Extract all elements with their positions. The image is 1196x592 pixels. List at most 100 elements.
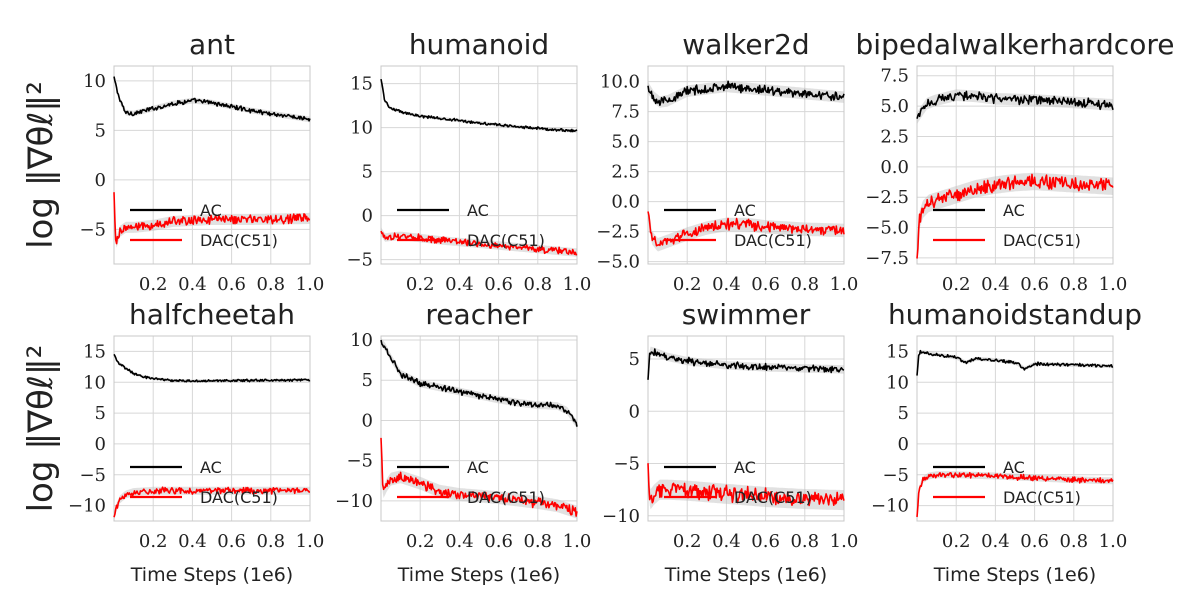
x-axis-label: Time Steps (1e6) xyxy=(130,564,293,586)
panel-walker2d: walker2d 0.2 0.4 0.6 0.8 1.0 −5.0 −2.5 0.0 2.5 5.0… xyxy=(596,28,858,295)
panel-humanoidstandup: humanoidstandup 0.2 0.4 0.6 0.8 1.0 −10 −5 0 5 10 1… xyxy=(871,298,1142,586)
y-tick-label: −5 xyxy=(346,250,373,271)
x-tick-label: 1.0 xyxy=(830,274,859,295)
y-tick-label: −10 xyxy=(335,491,373,512)
x-tick-label: 0.6 xyxy=(1020,274,1049,295)
x-tick-label: 0.8 xyxy=(523,531,552,552)
x-tick-label: 0.2 xyxy=(139,531,168,552)
y-tick-label: 10 xyxy=(350,118,373,139)
y-axis-label: log ‖∇θℓ‖² xyxy=(21,345,61,513)
series-band-AC xyxy=(381,77,577,133)
panel-halfcheetah: halfcheetah 0.2 0.4 0.6 0.8 1.0 −10 −5 0 5 10 15 Tim… xyxy=(21,298,324,586)
legend-label: DAC(C51) xyxy=(467,231,545,250)
x-tick-label: 1.0 xyxy=(296,531,325,552)
series-band-DAC(C51) xyxy=(381,434,577,519)
plot-frame xyxy=(916,335,1114,522)
y-tick-label: 0 xyxy=(898,434,909,455)
x-tick-label: 0.8 xyxy=(256,531,285,552)
x-tick-label: 1.0 xyxy=(1099,531,1128,552)
panel-ant: ant 0.2 0.4 0.6 0.8 1.0 −5 0 5 10 log ‖∇θℓ‖² AC DAC(… xyxy=(21,28,324,295)
y-tick-label: 5.0 xyxy=(611,132,640,153)
plot-frame xyxy=(916,65,1114,265)
x-tick-label: 0.2 xyxy=(942,531,971,552)
x-tick-label: 0.8 xyxy=(1059,531,1088,552)
panel-bipedalwalkerhardcore: bipedalwalkerhardcore 0.2 0.4 0.6 0.8 1.0 −7.5… xyxy=(856,28,1175,295)
y-tick-label: 0.0 xyxy=(880,157,909,178)
y-tick-label: −5 xyxy=(79,219,106,240)
y-tick-label: 10.0 xyxy=(600,72,640,93)
y-tick-label: 15 xyxy=(83,341,106,362)
x-axis-label: Time Steps (1e6) xyxy=(933,564,1096,586)
x-tick-label: 0.8 xyxy=(523,274,552,295)
x-tick-label: 0.4 xyxy=(712,531,741,552)
legend-label: DAC(C51) xyxy=(734,488,812,507)
x-tick-label: 0.6 xyxy=(484,531,513,552)
y-tick-label: −7.5 xyxy=(865,248,909,269)
x-tick-label: 0.4 xyxy=(178,531,207,552)
x-tick-label: 0.8 xyxy=(790,531,819,552)
x-tick-label: 0.4 xyxy=(445,531,474,552)
x-tick-label: 0.6 xyxy=(217,531,246,552)
legend-label: AC xyxy=(200,201,222,220)
x-tick-label: 0.6 xyxy=(751,274,780,295)
y-tick-label: 7.5 xyxy=(611,102,640,123)
panel-reacher: reacher 0.2 0.4 0.6 0.8 1.0 −10 −5 0 5 10 Time Step… xyxy=(335,298,591,586)
y-tick-label: −10 xyxy=(602,506,640,527)
legend-label: AC xyxy=(467,201,489,220)
panel-title: humanoidstandup xyxy=(888,298,1142,331)
y-tick-label: 0 xyxy=(95,434,106,455)
y-tick-label: 0 xyxy=(362,410,373,431)
y-tick-label: 0 xyxy=(95,170,106,191)
legend: AC DAC(C51) xyxy=(397,458,545,507)
y-tick-label: −2.5 xyxy=(865,187,909,208)
series-line-DAC(C51) xyxy=(113,486,310,518)
x-tick-label: 1.0 xyxy=(1099,274,1128,295)
y-tick-label: 10 xyxy=(350,330,373,351)
panel-title: ant xyxy=(189,28,235,61)
legend-label: AC xyxy=(200,458,222,477)
y-tick-label: 5 xyxy=(898,403,909,424)
x-tick-label: 0.4 xyxy=(712,274,741,295)
series-line-AC xyxy=(380,339,578,427)
series-line-AC xyxy=(113,353,311,383)
legend: AC DAC(C51) xyxy=(397,201,545,250)
legend: AC DAC(C51) xyxy=(130,201,278,250)
legend-label: DAC(C51) xyxy=(467,488,545,507)
x-tick-label: 0.8 xyxy=(1059,274,1088,295)
y-tick-label: 5 xyxy=(95,403,106,424)
legend-label: AC xyxy=(734,201,756,220)
x-tick-label: 0.8 xyxy=(790,274,819,295)
y-tick-label: 5 xyxy=(95,120,106,141)
y-tick-label: 2.5 xyxy=(611,162,640,183)
series-line-AC xyxy=(916,349,1114,376)
y-tick-label: 5 xyxy=(362,162,373,183)
y-tick-label: 5.0 xyxy=(880,96,909,117)
series-line-AC xyxy=(647,80,845,106)
legend-label: DAC(C51) xyxy=(1003,488,1081,507)
legend-label: DAC(C51) xyxy=(1003,231,1081,250)
y-tick-label: 5 xyxy=(629,349,640,370)
x-tick-label: 0.2 xyxy=(139,274,168,295)
x-tick-label: 1.0 xyxy=(563,531,592,552)
y-tick-label: 15 xyxy=(350,74,373,95)
y-tick-label: 15 xyxy=(886,341,909,362)
x-tick-label: 0.4 xyxy=(981,531,1010,552)
legend-label: AC xyxy=(1003,201,1025,220)
y-axis-label: log ‖∇θℓ‖² xyxy=(21,81,61,249)
series-line-AC xyxy=(916,90,1114,119)
y-tick-label: −5.0 xyxy=(596,252,640,273)
x-tick-label: 1.0 xyxy=(563,274,592,295)
legend-label: AC xyxy=(467,458,489,477)
panel-title: bipedalwalkerhardcore xyxy=(856,28,1175,61)
plot-frame xyxy=(647,335,845,522)
legend: AC DAC(C51) xyxy=(130,458,278,507)
x-tick-label: 0.6 xyxy=(751,531,780,552)
panel-title: walker2d xyxy=(682,28,809,61)
plot-frame xyxy=(113,65,311,265)
plot-frame xyxy=(647,65,845,265)
plot-frame xyxy=(113,335,311,522)
legend: AC DAC(C51) xyxy=(933,201,1081,250)
y-tick-label: −5 xyxy=(882,465,909,486)
y-tick-label: 0.0 xyxy=(611,192,640,213)
